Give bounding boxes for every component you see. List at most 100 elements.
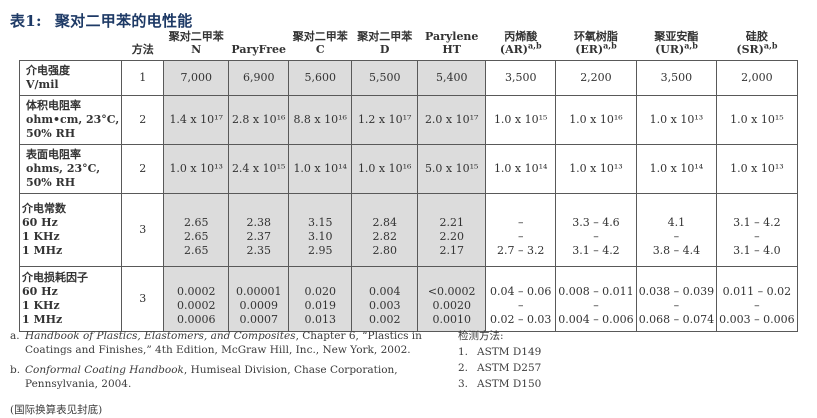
table-title-text: 聚对二甲苯的电性能 [54,12,193,30]
conversion-note: (国际换算表见封底) [10,404,103,416]
footnotes-area: a. Handbook of Plastics, Elastomers, and… [10,330,810,418]
column-header: ParyFree [231,43,287,56]
value-cell: 5,600 [288,60,353,96]
value-cell: 0.038 – 0.039–0.068 – 0.074 [635,266,718,332]
test-method-number: 2. [458,362,469,374]
column-header: 丙烯酸 (AR)a,b [499,30,542,56]
value-cell: 1.0 x 10¹³ [555,144,637,194]
row-label: 介电常数 60 Hz 1 KHz 1 MHz [18,193,123,267]
value-cell: 1.0 x 10¹⁴ [635,144,718,194]
value-cell: 5,400 [417,60,487,96]
method-cell: 3 [121,193,165,267]
value-cell: <0.0002 0.0020 0.0010 [417,266,487,332]
value-cell: – –2.7 – 3.2 [485,193,557,267]
column-header: Parylene HT [424,30,479,56]
value-cell: 1.0 x 10¹⁵ [485,95,557,145]
value-cell: 0.011 – 0.02–0.003 – 0.006 [716,266,798,332]
value-cell: 2.8 x 10¹⁶ [228,95,290,145]
test-method-number: 1. [458,346,469,358]
table-number: 表1: [10,12,42,30]
properties-table: 方法 聚对二甲苯 N ParyFree 聚对二甲苯 C 聚对二甲苯 D Parylene … [18,30,798,332]
value-cell: 1.0 x 10¹³ [716,144,798,194]
column-header: 硅胶 (SR)a,b [736,30,778,56]
test-method-item: 1. ASTM D149 [458,346,541,360]
value-cell: 5,500 [351,60,419,96]
value-cell: 1.0 x 10¹⁴ [485,144,557,194]
table-header: 方法 聚对二甲苯 N ParyFree 聚对二甲苯 C 聚对二甲苯 D Parylene … [20,30,798,61]
row-label: 体积电阻率 ohm•cm, 23°C, 50% RH [18,95,123,145]
test-method-item: 3. ASTM D150 [458,378,541,392]
value-cell: 1.0 x 10¹⁴ [288,144,353,194]
value-cell: 0.008 – 0.011–0.004 – 0.006 [555,266,637,332]
source-footnotes: a. Handbook of Plastics, Elastomers, and… [10,330,458,418]
column-header: 聚对二甲苯 C [292,30,348,56]
column-header: 聚对二甲苯 D [357,30,413,56]
value-cell: 2.84 2.82 2.80 [351,193,419,267]
value-cell: 1.0 x 10¹⁵ [716,95,798,145]
value-cell: 2,000 [716,60,798,96]
table-row: 介电强度 V/mil 1 7,000 6,900 5,600 5,500 5,400 3,500… [18,60,798,96]
footnote-a-marker: a. [10,330,20,342]
table-row: 介电损耗因子 60 Hz 1 KHz 1 MHz 3 0.0002 0.0002 0.000… [18,266,798,332]
footnote-b: b. Conformal Coating Handbook, Humiseal … [10,364,458,391]
value-cell: 2.4 x 10¹⁵ [228,144,290,194]
footnote-b-text: Conformal Coating Handbook, Humiseal Div… [25,364,458,391]
test-methods-title: 检测方法: [458,330,504,342]
value-cell: 1.0 x 10¹⁶ [351,144,419,194]
value-cell: 4.1–3.8 – 4.4 [635,193,718,267]
footnote-a-text: Handbook of Plastics, Elastomers, and Co… [25,330,458,357]
value-cell: 7,000 [163,60,230,96]
footnote-a-title: Handbook of Plastics, Elastomers, and Co… [25,330,296,342]
test-method-label: ASTM D150 [477,378,542,390]
row-label: 表面电阻率 ohms, 23°C, 50% RH [18,144,123,194]
table-body: 介电强度 V/mil 1 7,000 6,900 5,600 5,500 5,400 3,500… [18,60,798,332]
value-cell: 1.0 x 10¹⁶ [555,95,637,145]
value-cell: 5.0 x 10¹⁵ [417,144,487,194]
value-cell: 1.4 x 10¹⁷ [163,95,230,145]
footnote-b-rest: , Humiseal Division, Chase Corporation, … [25,364,398,390]
value-cell: 0.0002 0.0002 0.0006 [163,266,230,332]
test-method-label: ASTM D149 [477,346,542,358]
table-row: 介电常数 60 Hz 1 KHz 1 MHz 3 2.65 2.65 2.65 2.38 2.… [18,193,798,267]
value-cell: 0.04 – 0.06–0.02 – 0.03 [485,266,557,332]
test-methods: 检测方法: 1. ASTM D149 2. ASTM D257 3. ASTM … [458,330,541,418]
page-title: 表1: 聚对二甲苯的电性能 [10,10,193,31]
value-cell: 3.15 3.10 2.95 [288,193,353,267]
value-cell: 3.3 – 4.6–3.1 – 4.2 [555,193,637,267]
method-column-header: 方法 [131,43,154,56]
value-cell: 2.65 2.65 2.65 [163,193,230,267]
value-cell: 2.38 2.37 2.35 [228,193,290,267]
table-row: 体积电阻率 ohm•cm, 23°C, 50% RH 2 1.4 x 10¹⁷ 2.8 x… [18,95,798,145]
row-label: 介电损耗因子 60 Hz 1 KHz 1 MHz [18,266,123,332]
value-cell: 3,500 [485,60,557,96]
test-method-number: 3. [458,378,469,390]
method-cell: 3 [121,266,165,332]
value-cell: 1.2 x 10¹⁷ [351,95,419,145]
method-cell: 1 [121,60,165,96]
value-cell: 0.00001 0.0009 0.0007 [228,266,290,332]
table-row: 表面电阻率 ohms, 23°C, 50% RH 2 1.0 x 10¹³ 2.4 x 1… [18,144,798,194]
value-cell: 2,200 [555,60,637,96]
value-cell: 8.8 x 10¹⁶ [288,95,353,145]
footnote-b-marker: b. [10,364,21,376]
corner-cell [20,30,122,61]
value-cell: 3.1 – 4.2–3.1 – 4.0 [716,193,798,267]
footnote-a: a. Handbook of Plastics, Elastomers, and… [10,330,458,357]
method-cell: 2 [121,144,165,194]
column-header: 聚对二甲苯 N [168,30,224,56]
value-cell: 0.004 0.003 0.002 [351,266,419,332]
value-cell: 1.0 x 10¹³ [163,144,230,194]
value-cell: 3,500 [635,60,718,96]
footnote-a-rest: , Chapter 6, “Plastics in Coatings and F… [25,330,422,356]
row-label: 介电强度 V/mil [18,60,123,96]
column-header: 聚亚安酯 (UR)a,b [654,30,699,56]
footnote-b-title: Conformal Coating Handbook [25,364,184,376]
value-cell: 2.0 x 10¹⁷ [417,95,487,145]
test-method-item: 2. ASTM D257 [458,362,541,376]
value-cell: 2.21 2.20 2.17 [417,193,487,267]
test-method-label: ASTM D257 [477,362,542,374]
method-cell: 2 [121,95,165,145]
value-cell: 1.0 x 10¹³ [635,95,718,145]
column-header: 环氧树脂 (ER)a,b [573,30,618,56]
value-cell: 0.020 0.019 0.013 [288,266,353,332]
